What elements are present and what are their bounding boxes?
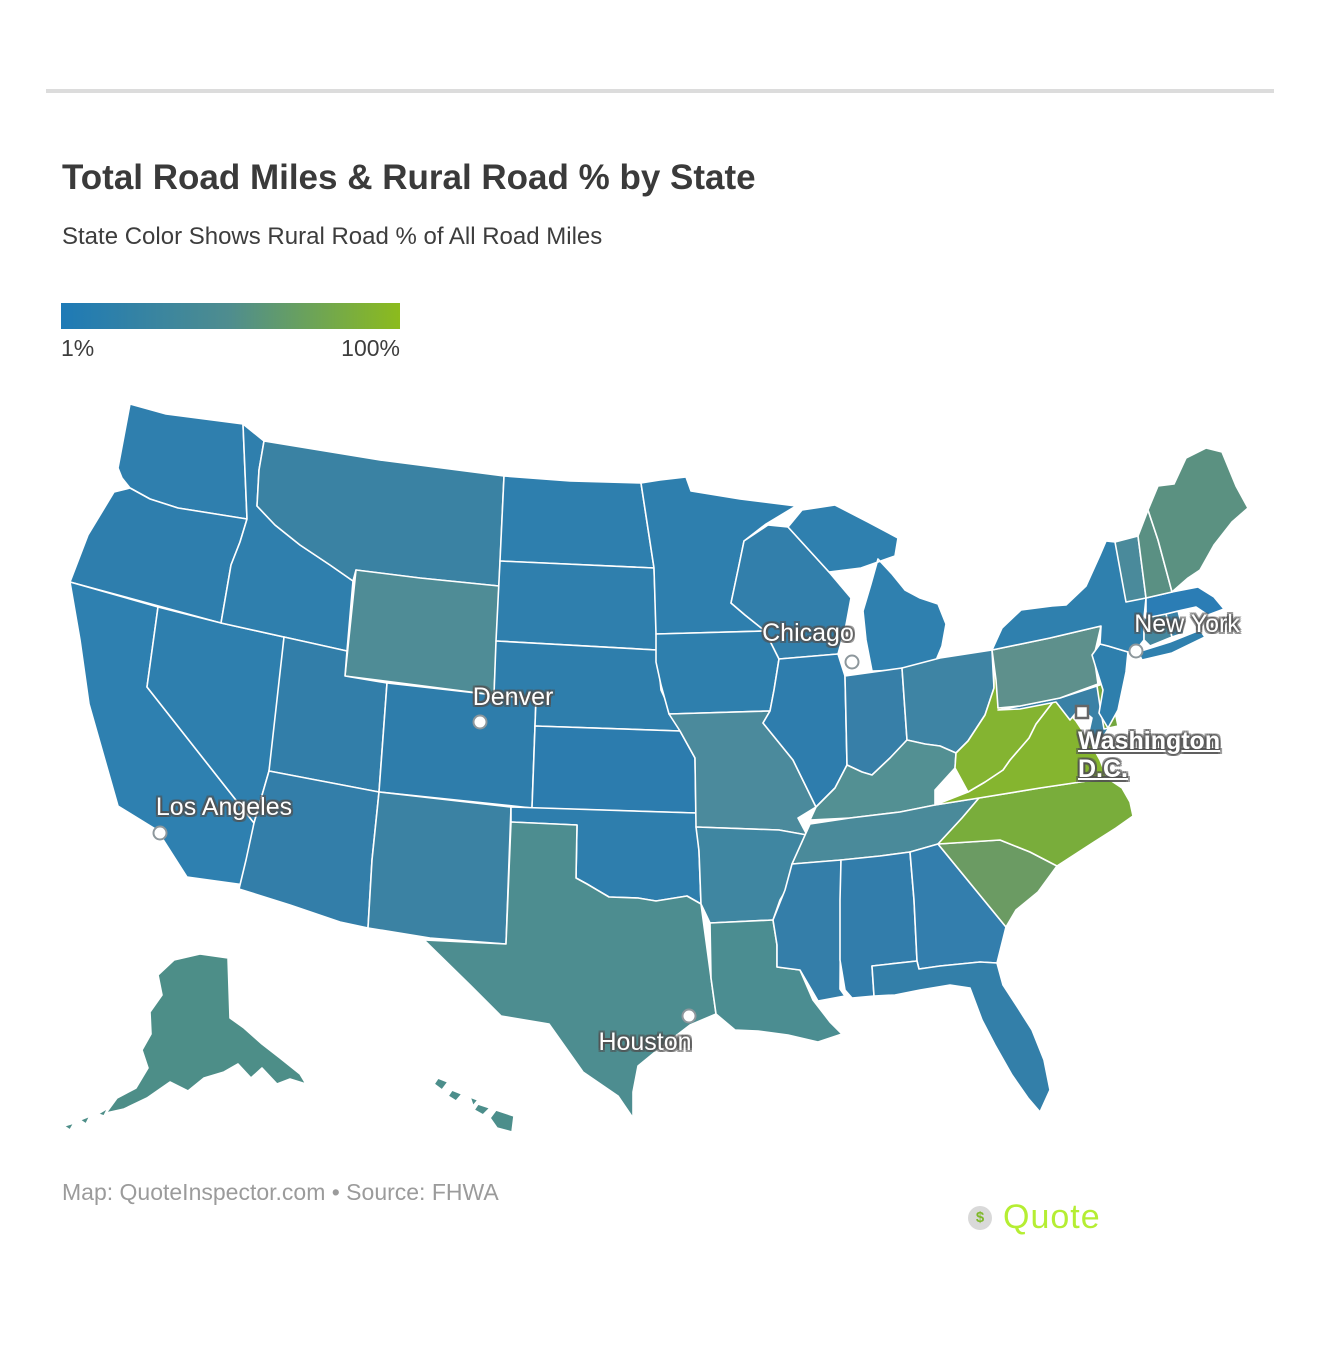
city-label-new-york: New York [1134, 610, 1240, 638]
quote-logo-text: Quote [1003, 1198, 1101, 1236]
state-maine [1147, 447, 1249, 593]
new-york-marker [1128, 643, 1144, 659]
page-subtitle: State Color Shows Rural Road % of All Ro… [62, 223, 603, 250]
city-label-denver: Denver [472, 683, 554, 711]
map-credit: Map: QuoteInspector.com • Source: FHWA [62, 1179, 499, 1205]
washington-dc-line2: D.C. [1078, 755, 1128, 783]
state-new-mexico [367, 791, 512, 945]
city-label-chicago: Chicago [762, 619, 854, 647]
los-angeles-marker [152, 825, 168, 841]
quote-logo: $ Quote [968, 1198, 1101, 1237]
state-north-dakota [499, 475, 655, 569]
top-divider [46, 89, 1274, 93]
city-label-houston: Houston [598, 1028, 692, 1056]
legend-max-label: 100% [341, 335, 400, 361]
state-texas [423, 821, 717, 1119]
legend-gradient [61, 303, 400, 329]
state-massachusetts [1145, 586, 1225, 619]
washington-dc-line1: Washington [1078, 727, 1221, 755]
denver-marker [472, 714, 488, 730]
state-florida [871, 960, 1051, 1113]
legend-min-label: 1% [61, 335, 95, 361]
city-label-washington-dc: Washington D.C. [1078, 727, 1220, 783]
state-alaska [63, 953, 307, 1131]
state-iowa [655, 630, 780, 715]
page-title: Total Road Miles & Rural Road % by State [62, 158, 756, 197]
city-label-los-angeles: Los Angeles [155, 793, 293, 821]
state-hawaii [433, 1077, 515, 1133]
state-kansas [531, 725, 697, 814]
houston-marker [681, 1008, 697, 1024]
state-north-carolina [937, 777, 1134, 867]
state-wyoming [344, 569, 500, 696]
state-arkansas [695, 826, 808, 924]
state-south-dakota [495, 560, 658, 651]
dollar-icon: $ [968, 1205, 992, 1230]
washington-dc-marker [1074, 704, 1090, 720]
chicago-marker [844, 654, 860, 670]
